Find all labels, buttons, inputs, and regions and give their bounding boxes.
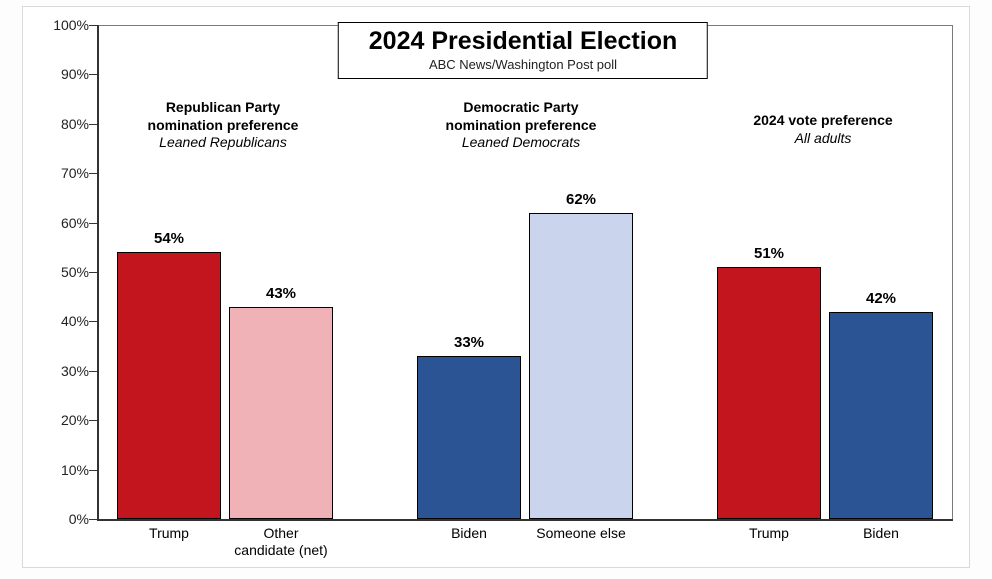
bar	[717, 267, 821, 519]
y-tick-label: 30%	[39, 364, 89, 378]
group-header: Democratic Party nomination preferenceLe…	[411, 99, 631, 152]
x-category-label: Biden	[811, 525, 951, 542]
y-tick-label: 60%	[39, 216, 89, 230]
bar-value-label: 33%	[454, 334, 484, 351]
group-header-title: Republican Party nomination preference	[113, 99, 333, 134]
group-header: Republican Party nomination preferenceLe…	[113, 99, 333, 152]
y-tick-mark	[89, 420, 97, 421]
bar	[529, 213, 633, 519]
y-tick-label: 50%	[39, 265, 89, 279]
bar-value-label: 62%	[566, 191, 596, 208]
bar-value-label: 54%	[154, 230, 184, 247]
y-tick-label: 0%	[39, 512, 89, 526]
y-tick-mark	[89, 25, 97, 26]
chart-frame: 2024 Presidential Election ABC News/Wash…	[22, 6, 970, 568]
group-header-title: 2024 vote preference	[713, 112, 933, 130]
bar	[417, 356, 521, 519]
bar	[829, 312, 933, 519]
x-axis	[97, 519, 953, 521]
y-tick-mark	[89, 321, 97, 322]
y-tick-mark	[89, 470, 97, 471]
chart-title-box: 2024 Presidential Election ABC News/Wash…	[338, 22, 708, 79]
y-tick-label: 100%	[39, 18, 89, 32]
y-tick-mark	[89, 124, 97, 125]
bar-value-label: 43%	[266, 285, 296, 302]
y-tick-label: 80%	[39, 117, 89, 131]
y-tick-mark	[89, 74, 97, 75]
group-header-subtitle: All adults	[713, 130, 933, 148]
bar	[117, 252, 221, 519]
y-axis	[97, 25, 99, 519]
y-tick-mark	[89, 519, 97, 520]
bar-value-label: 51%	[754, 245, 784, 262]
y-tick-mark	[89, 223, 97, 224]
y-tick-label: 90%	[39, 67, 89, 81]
y-tick-label: 40%	[39, 314, 89, 328]
y-tick-label: 70%	[39, 166, 89, 180]
group-header-subtitle: Leaned Democrats	[411, 134, 631, 152]
y-tick-label: 10%	[39, 463, 89, 477]
chart-title: 2024 Presidential Election	[369, 27, 677, 56]
group-header-subtitle: Leaned Republicans	[113, 134, 333, 152]
group-header: 2024 vote preferenceAll adults	[713, 112, 933, 147]
y-tick-mark	[89, 272, 97, 273]
x-category-label: Other candidate (net)	[211, 525, 351, 559]
y-tick-mark	[89, 173, 97, 174]
x-category-label: Someone else	[511, 525, 651, 542]
group-header-title: Democratic Party nomination preference	[411, 99, 631, 134]
chart-subtitle: ABC News/Washington Post poll	[369, 57, 677, 72]
y-tick-mark	[89, 371, 97, 372]
y-tick-label: 20%	[39, 413, 89, 427]
bar-value-label: 42%	[866, 290, 896, 307]
bar	[229, 307, 333, 519]
